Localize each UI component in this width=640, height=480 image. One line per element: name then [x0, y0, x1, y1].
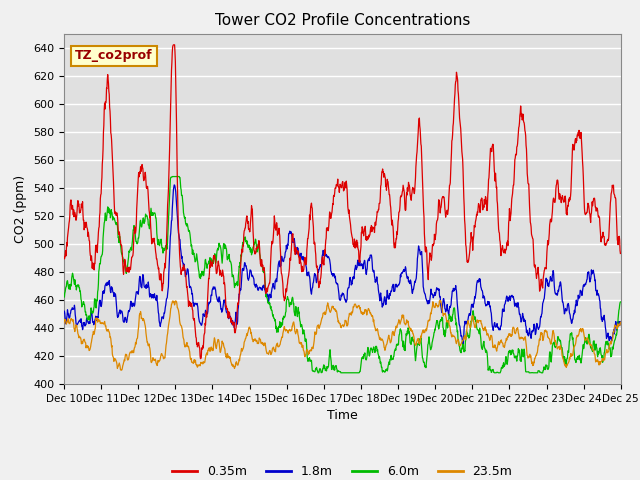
Y-axis label: CO2 (ppm): CO2 (ppm) — [15, 175, 28, 243]
Text: TZ_co2prof: TZ_co2prof — [75, 49, 153, 62]
X-axis label: Time: Time — [327, 409, 358, 422]
Legend: 0.35m, 1.8m, 6.0m, 23.5m: 0.35m, 1.8m, 6.0m, 23.5m — [167, 460, 518, 480]
Title: Tower CO2 Profile Concentrations: Tower CO2 Profile Concentrations — [214, 13, 470, 28]
